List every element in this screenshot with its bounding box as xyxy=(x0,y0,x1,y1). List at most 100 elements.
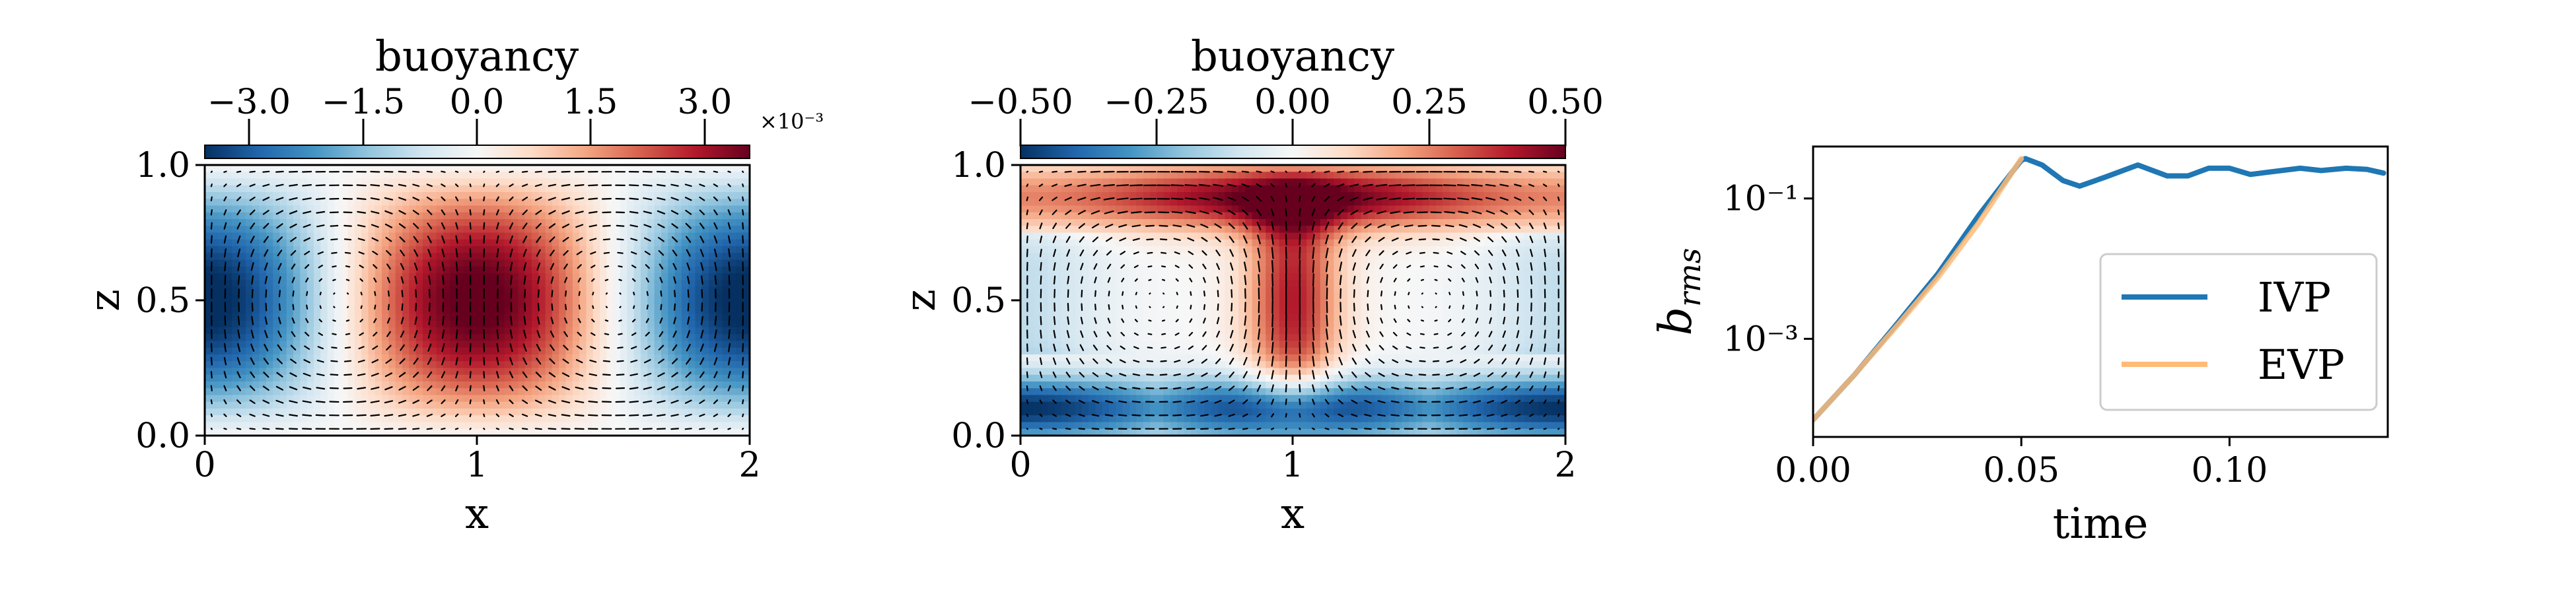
quiver-arrow xyxy=(496,343,499,352)
heatmap-cell xyxy=(300,334,308,342)
heatmap-cell xyxy=(1034,300,1042,308)
quiver-arrow xyxy=(591,278,595,282)
heatmap-cell xyxy=(565,307,573,315)
heatmap-cell xyxy=(742,280,750,288)
heatmap-cell xyxy=(552,401,559,409)
quiver-arrow xyxy=(714,275,717,285)
heatmap-cell xyxy=(354,368,362,376)
quiver-arrow xyxy=(616,238,624,241)
heatmap-cell xyxy=(477,259,485,267)
heatmap-cell xyxy=(1068,172,1076,180)
heatmap-cell xyxy=(436,334,444,342)
quiver-arrow xyxy=(670,197,679,201)
heatmap-cell xyxy=(1163,178,1171,186)
heatmap-cell xyxy=(1163,165,1171,172)
heatmap-cell xyxy=(252,172,260,180)
heatmap-cell xyxy=(606,395,614,403)
quiver-arrow xyxy=(496,248,499,258)
heatmap-cell xyxy=(606,172,614,180)
quiver-arrow xyxy=(427,262,431,271)
heatmap-cell xyxy=(1184,185,1192,193)
heatmap-cell xyxy=(572,347,580,355)
heatmap-cell xyxy=(1020,307,1028,315)
heatmap-cell xyxy=(347,354,355,362)
heatmap-cell xyxy=(395,347,403,355)
heatmap-cell xyxy=(429,314,437,321)
heatmap-cell xyxy=(463,327,471,335)
heatmap-cell xyxy=(661,354,668,362)
heatmap-cell xyxy=(1157,415,1164,423)
heatmap-cell xyxy=(620,286,627,294)
heatmap-cell xyxy=(524,388,532,396)
heatmap-cell xyxy=(327,259,335,267)
quiver-arrow xyxy=(275,428,284,430)
heatmap-cell xyxy=(456,172,464,180)
heatmap-cell xyxy=(695,239,703,247)
heatmap-cell xyxy=(402,361,410,369)
quiver-arrow xyxy=(564,277,568,283)
heatmap-cell xyxy=(436,246,444,253)
heatmap-cell xyxy=(736,293,744,301)
heatmap-cell xyxy=(1177,232,1185,240)
heatmap-cell xyxy=(1020,273,1028,280)
heatmap-cell xyxy=(436,327,444,335)
heatmap-cell xyxy=(450,172,458,180)
quiver-arrow xyxy=(415,302,417,312)
heatmap-cell xyxy=(633,320,641,328)
heatmap-cell xyxy=(354,428,362,436)
heatmap-cell xyxy=(1109,300,1116,308)
heatmap-cell xyxy=(225,300,233,308)
heatmap-cell xyxy=(709,428,717,436)
heatmap-cell xyxy=(654,192,662,199)
heatmap-cell xyxy=(477,246,485,253)
heatmap-cell xyxy=(477,341,485,348)
heatmap-cell xyxy=(552,422,559,430)
quiver-arrow xyxy=(223,399,227,405)
heatmap-cell xyxy=(1122,401,1130,409)
heatmap-cell xyxy=(572,428,580,436)
heatmap-cell xyxy=(1157,307,1164,315)
heatmap-cell xyxy=(450,219,458,226)
quiver-arrow xyxy=(604,265,610,268)
heatmap-cell xyxy=(1061,381,1069,389)
heatmap-cell xyxy=(545,232,553,240)
quiver-arrow xyxy=(454,183,459,187)
heatmap-cell xyxy=(695,286,703,294)
quiver-arrow xyxy=(316,359,324,363)
heatmap-cell xyxy=(1054,178,1062,186)
heatmap-cell xyxy=(695,320,703,328)
heatmap-cell xyxy=(259,259,267,267)
heatmap-cell xyxy=(238,334,246,342)
heatmap-cell xyxy=(245,320,253,328)
heatmap-cell xyxy=(1177,185,1185,193)
heatmap-cell xyxy=(218,409,226,416)
heatmap-cell xyxy=(701,178,709,186)
heatmap-cell xyxy=(218,381,226,389)
heatmap-cell xyxy=(341,239,349,247)
heatmap-cell xyxy=(402,178,410,186)
quiver-arrow xyxy=(483,385,485,392)
heatmap-cell xyxy=(245,172,253,180)
heatmap-cell xyxy=(674,320,682,328)
heatmap-cell xyxy=(742,361,750,369)
heatmap-cell xyxy=(423,374,430,382)
heatmap-cell xyxy=(1122,178,1130,186)
heatmap-cell xyxy=(1177,253,1185,261)
heatmap-cell xyxy=(245,205,253,213)
heatmap-cell xyxy=(674,334,682,342)
heatmap-cell xyxy=(429,266,437,274)
heatmap-cell xyxy=(1116,374,1124,382)
heatmap-cell xyxy=(1116,286,1124,294)
quiver-arrow xyxy=(330,238,338,241)
heatmap-cell xyxy=(613,205,621,213)
heatmap-cell xyxy=(511,422,519,430)
heatmap-cell xyxy=(300,374,308,382)
heatmap-cell xyxy=(627,232,635,240)
heatmap-cell xyxy=(620,347,627,355)
quiver-arrow xyxy=(371,359,379,364)
heatmap-cell xyxy=(252,327,260,335)
heatmap-cell xyxy=(606,374,614,382)
heatmap-cell xyxy=(674,374,682,382)
heatmap-cell xyxy=(368,388,376,396)
heatmap-cell xyxy=(661,341,668,348)
